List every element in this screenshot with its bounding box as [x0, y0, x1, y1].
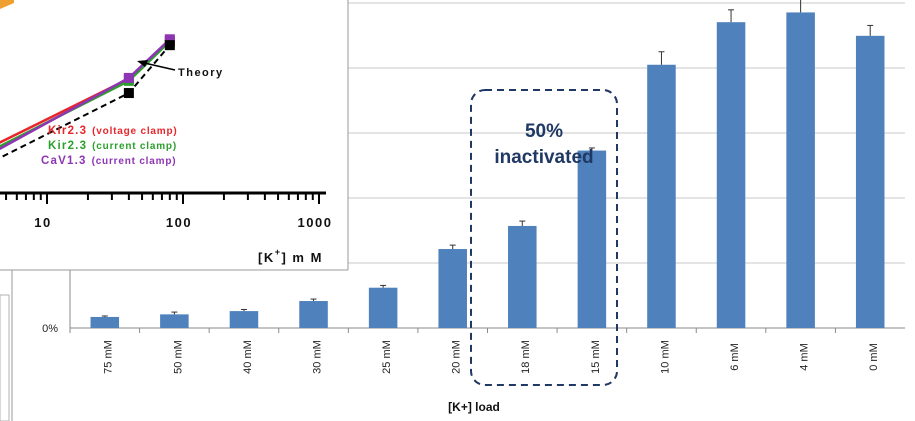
- bar-x-tick-label: 30 mM: [311, 340, 323, 374]
- bar-x-tick-label: 40 mM: [242, 340, 254, 374]
- inset-legend: Kir2.3 (voltage clamp) Kir2.3 (current cla…: [41, 125, 178, 167]
- bar-x-axis-label: [K+] load: [448, 400, 500, 414]
- legend-note: (current clamp): [92, 141, 177, 152]
- legend-entry-cav-current: CaV1.3 (current clamp): [41, 155, 176, 167]
- bar: [508, 225, 537, 328]
- bar-x-tick-label: 50 mM: [172, 340, 184, 374]
- inset-x-axis-label: [K+] m M: [258, 247, 323, 265]
- inset-series-marker: [123, 88, 134, 99]
- left-panel-edge: [0, 294, 10, 421]
- annotation-label: inactivated: [494, 147, 593, 168]
- bar: [577, 150, 607, 328]
- bar-x-tick-label: 18 mM: [520, 340, 532, 374]
- legend-entry-kir-voltage: Kir2.3 (voltage clamp): [48, 125, 178, 137]
- inset-x-tick-label: 1000: [298, 215, 333, 230]
- bar: [299, 301, 328, 328]
- inset-chart: 10 100 1000 [K+] m M Theory Kir2.3 (voltage…: [0, 0, 349, 271]
- legend-name: Kir2.3: [48, 140, 87, 152]
- bar: [368, 287, 398, 328]
- bar: [90, 316, 120, 328]
- bar-x-tick-label: 15 mM: [590, 340, 602, 374]
- corner-marker-shape: [0, 0, 14, 9]
- inset-series-marker: [164, 34, 175, 45]
- bar: [438, 249, 467, 328]
- inset-x-tick-label: 100: [166, 215, 192, 230]
- inset-x-tick-label: 10: [34, 215, 51, 230]
- inset-series-marker: [123, 72, 134, 83]
- bar: [855, 35, 885, 328]
- bar-x-tick-label: 10 mM: [659, 340, 671, 374]
- legend-note: (voltage clamp): [92, 126, 177, 137]
- inset-superscript-plus: +: [275, 247, 282, 257]
- bar: [716, 22, 746, 329]
- bar: [786, 12, 815, 329]
- bar-y-tick-label: 0%: [42, 323, 58, 335]
- bar: [160, 314, 189, 328]
- inactivation-annotation-box: [470, 89, 618, 386]
- legend-name: Kir2.3: [48, 125, 87, 137]
- bar-x-tick-label: 75 mM: [103, 340, 115, 374]
- bar: [647, 64, 676, 328]
- bar-x-tick-label: 25 mM: [381, 340, 393, 374]
- theory-arrowhead: [137, 60, 148, 67]
- bar-x-tick-label: 20 mM: [451, 340, 463, 374]
- annotation-percent: 50%: [525, 121, 563, 142]
- bar-x-tick-label: 0 mM: [868, 343, 880, 371]
- bar: [229, 311, 259, 328]
- legend-name: CaV1.3: [41, 155, 87, 167]
- bar-x-tick-label: 6 mM: [729, 343, 741, 371]
- theory-label: Theory: [178, 67, 224, 79]
- legend-note: (current clamp): [92, 156, 177, 167]
- legend-entry-kir-current: Kir2.3 (current clamp): [48, 140, 177, 152]
- bar-x-tick-label: 4 mM: [799, 343, 811, 371]
- inset-series-marker: [164, 40, 175, 51]
